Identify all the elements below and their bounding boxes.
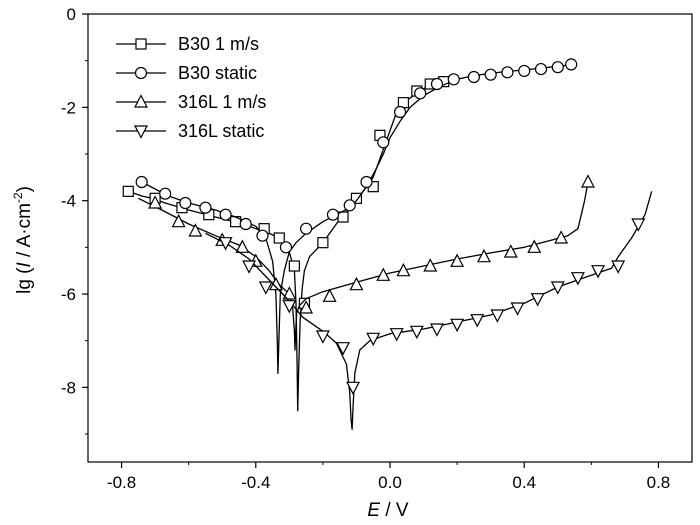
data-point: [423, 258, 438, 272]
data-point: [551, 61, 564, 74]
legend-marker: [134, 125, 148, 139]
legend-label: B30 1 m/s: [178, 34, 259, 54]
series-triangle-up: [138, 174, 595, 351]
y-tick-label: -4: [61, 192, 76, 211]
series-line: [205, 191, 653, 430]
data-point: [349, 276, 364, 291]
data-point: [490, 309, 505, 323]
legend-entry: 316L 1 m/s: [116, 92, 266, 112]
data-point: [393, 105, 407, 119]
data-point: [326, 208, 340, 221]
x-tick-label: 0.0: [378, 473, 402, 492]
data-point: [218, 237, 233, 251]
x-tick-label: -0.8: [107, 473, 136, 492]
legend-label: 316L static: [178, 121, 264, 141]
data-point: [631, 218, 646, 232]
data-point: [148, 195, 163, 209]
y-tick-label: -8: [61, 378, 76, 397]
data-point: [288, 260, 300, 272]
data-point: [396, 262, 411, 277]
legend-marker: [135, 38, 147, 50]
data-point: [450, 253, 465, 267]
data-point: [159, 187, 172, 200]
data-point: [409, 325, 424, 340]
legend-label: B30 static: [178, 63, 257, 83]
data-point: [530, 293, 545, 307]
data-point: [447, 73, 460, 86]
data-point: [550, 281, 565, 295]
data-point: [336, 342, 351, 356]
data-point: [282, 300, 297, 314]
data-point: [565, 58, 578, 71]
x-tick-label: -0.4: [241, 473, 270, 492]
data-point: [171, 213, 186, 228]
data-point: [300, 222, 313, 235]
data-point: [179, 196, 192, 210]
y-axis-label: lg (I / A·cm-2): [11, 186, 35, 294]
legend-marker: [134, 94, 148, 108]
data-point: [360, 175, 373, 189]
data-point: [554, 230, 569, 244]
data-point: [570, 272, 585, 286]
data-point: [430, 77, 444, 91]
data-point: [450, 318, 465, 333]
data-point: [389, 328, 404, 342]
y-tick-label: 0: [67, 5, 76, 24]
data-point: [322, 288, 337, 302]
legend: B30 1 m/s B30 static 316L 1 m/s 316L static: [116, 34, 266, 141]
data-point: [279, 241, 293, 254]
data-point: [239, 217, 252, 231]
data-point: [258, 281, 273, 295]
data-point: [503, 244, 518, 258]
data-point: [366, 332, 381, 347]
data-point: [518, 64, 531, 78]
data-point: [219, 208, 232, 221]
data-point: [282, 286, 297, 300]
data-point: [510, 302, 525, 316]
data-point: [591, 265, 606, 279]
legend-entry: B30 1 m/s: [116, 34, 259, 54]
data-point: [501, 66, 514, 79]
data-point: [343, 199, 356, 212]
data-point: [350, 192, 363, 204]
data-point: [256, 229, 269, 242]
data-point: [135, 175, 148, 189]
legend-label: 316L 1 m/s: [178, 92, 266, 112]
data-point: [317, 237, 329, 249]
x-tick-label: 0.8: [647, 473, 671, 492]
x-axis-label: E / V: [367, 500, 409, 521]
data-point: [188, 223, 203, 237]
data-point: [580, 174, 595, 188]
legend-entry: B30 static: [116, 63, 257, 83]
data-point: [476, 248, 491, 263]
data-point: [527, 239, 542, 253]
data-point: [346, 381, 361, 396]
data-point: [484, 68, 497, 81]
y-tick-label: -6: [61, 285, 76, 304]
series-triangle-down: [205, 191, 653, 430]
data-point: [315, 330, 330, 344]
data-point: [122, 185, 134, 197]
series-circle: [135, 58, 578, 374]
data-point: [299, 300, 314, 314]
data-point: [611, 260, 626, 274]
data-point: [534, 62, 548, 76]
data-point: [376, 267, 391, 281]
y-tick-label: -2: [61, 98, 76, 117]
plot-area: [122, 58, 653, 430]
x-tick-label: 0.4: [512, 473, 536, 492]
data-point: [242, 260, 257, 274]
data-point: [199, 201, 212, 214]
data-point: [273, 232, 285, 244]
data-point: [467, 70, 480, 84]
axes: -0.8 -0.4 0.0 0.4 0.8 0 -2 -4 -6 -8: [61, 5, 693, 492]
data-point: [414, 87, 427, 100]
data-point: [429, 323, 444, 337]
data-point: [470, 314, 485, 328]
legend-marker: [134, 66, 148, 80]
legend-entry: 316L static: [116, 121, 264, 141]
data-point: [377, 136, 390, 149]
data-point: [235, 239, 250, 253]
